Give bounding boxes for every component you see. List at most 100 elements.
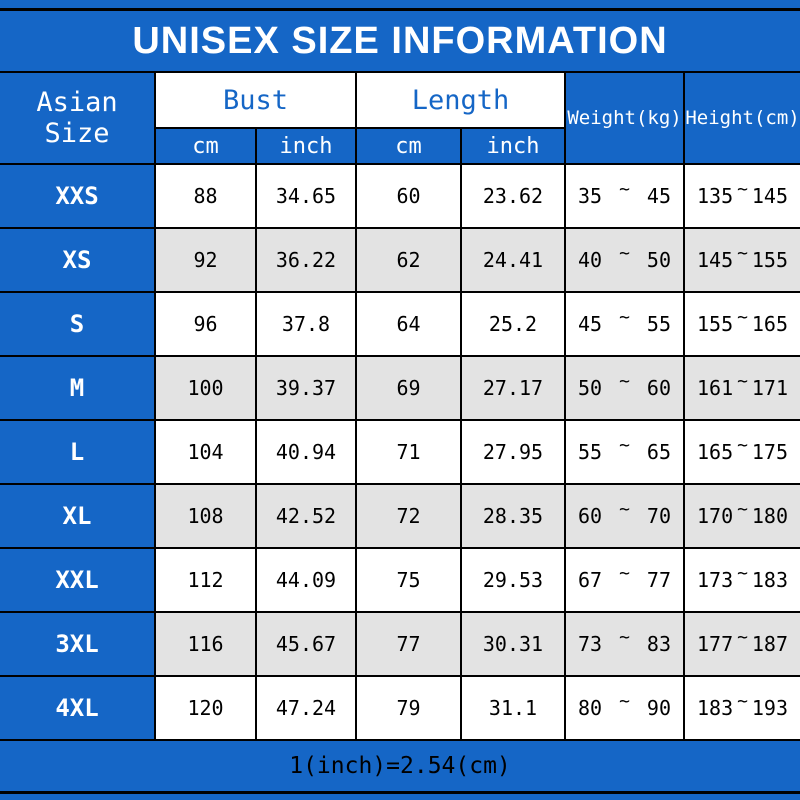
height-range: 161 ~ 171 [686, 371, 800, 401]
size-label-cell: M [0, 355, 156, 421]
length-cm-cell: 77 [355, 611, 462, 677]
weight-range-cell: 60 ~ 70 [564, 483, 686, 549]
height-low: 161 [697, 376, 734, 400]
bottom-divider [0, 791, 800, 794]
size-table-body: XXS 88 34.65 60 23.62 35 ~ 45 135 ~ 145 … [0, 163, 800, 741]
tilde-symbol: ~ [619, 242, 630, 264]
weight-high: 77 [646, 568, 672, 592]
height-range-cell: 183 ~ 193 [683, 675, 800, 741]
height-range-cell: 135 ~ 145 [683, 163, 800, 229]
table-row: L 104 40.94 71 27.95 55 ~ 65 165 ~ 175 [0, 419, 800, 485]
tilde-symbol: ~ [737, 626, 748, 648]
weight-range: 60 ~ 70 [567, 499, 682, 529]
weight-high: 45 [646, 184, 672, 208]
table-row: XXS 88 34.65 60 23.62 35 ~ 45 135 ~ 145 [0, 163, 800, 229]
bust-cm-cell: 92 [154, 227, 257, 293]
table-row: S 96 37.8 64 25.2 45 ~ 55 155 ~ 165 [0, 291, 800, 357]
weight-range-cell: 40 ~ 50 [564, 227, 686, 293]
table-row: XL 108 42.52 72 28.35 60 ~ 70 170 ~ 180 [0, 483, 800, 549]
weight-range: 35 ~ 45 [567, 179, 682, 209]
bust-cm-cell: 108 [154, 483, 257, 549]
table-row: M 100 39.37 69 27.17 50 ~ 60 161 ~ 171 [0, 355, 800, 421]
tilde-symbol: ~ [737, 242, 748, 264]
weight-low: 40 [578, 248, 603, 272]
weight-range: 50 ~ 60 [567, 371, 682, 401]
bust-cm-cell: 104 [154, 419, 257, 485]
header-asian-size: Asian Size [0, 71, 156, 165]
length-cm-cell: 72 [355, 483, 462, 549]
footer-band: 1(inch)=2.54(cm) [0, 741, 800, 791]
bust-cm-cell: 112 [154, 547, 257, 613]
weight-range: 40 ~ 50 [567, 243, 682, 273]
bust-inch-cell: 45.67 [255, 611, 357, 677]
height-range-cell: 165 ~ 175 [683, 419, 800, 485]
length-inch-cell: 28.35 [459, 483, 567, 549]
weight-low: 55 [578, 440, 603, 464]
weight-low: 73 [578, 632, 603, 656]
page-title: UNISEX SIZE INFORMATION [132, 19, 668, 62]
bust-inch-cell: 42.52 [255, 483, 357, 549]
tilde-symbol: ~ [737, 562, 748, 584]
height-low: 145 [697, 248, 734, 272]
weight-range-cell: 45 ~ 55 [564, 291, 686, 357]
header-length-inch: inch [459, 127, 566, 165]
size-table: Asian Size Bust Length Weight(kg) Height… [0, 71, 800, 741]
bust-cm-cell: 116 [154, 611, 257, 677]
length-cm-cell: 64 [355, 291, 462, 357]
bust-cm-cell: 96 [154, 291, 257, 357]
weight-range: 80 ~ 90 [567, 691, 682, 721]
size-label-cell: XS [0, 227, 156, 293]
height-range-cell: 155 ~ 165 [683, 291, 800, 357]
tilde-symbol: ~ [619, 370, 630, 392]
weight-range: 73 ~ 83 [567, 627, 682, 657]
weight-low: 50 [578, 376, 603, 400]
bust-cm-cell: 120 [154, 675, 257, 741]
bust-cm-cell: 100 [154, 355, 257, 421]
length-cm-cell: 62 [355, 227, 462, 293]
length-inch-cell: 31.1 [459, 675, 567, 741]
table-row: 3XL 116 45.67 77 30.31 73 ~ 83 177 ~ 187 [0, 611, 800, 677]
height-low: 155 [697, 312, 734, 336]
tilde-symbol: ~ [737, 498, 748, 520]
tilde-symbol: ~ [619, 178, 630, 200]
height-range: 145 ~ 155 [686, 243, 800, 273]
weight-high: 60 [646, 376, 672, 400]
weight-range-cell: 80 ~ 90 [564, 675, 686, 741]
height-high: 175 [751, 440, 789, 464]
height-high: 183 [751, 568, 789, 592]
size-label-cell: XXL [0, 547, 156, 613]
bust-inch-cell: 44.09 [255, 547, 357, 613]
weight-range: 67 ~ 77 [567, 563, 682, 593]
length-cm-cell: 69 [355, 355, 462, 421]
header-weight: Weight(kg) [564, 71, 686, 165]
length-inch-cell: 25.2 [459, 291, 567, 357]
tilde-symbol: ~ [737, 178, 748, 200]
weight-range: 55 ~ 65 [567, 435, 682, 465]
table-row: XS 92 36.22 62 24.41 40 ~ 50 145 ~ 155 [0, 227, 800, 293]
header-bust: Bust [154, 71, 357, 129]
length-inch-cell: 23.62 [459, 163, 567, 229]
weight-high: 65 [646, 440, 672, 464]
length-cm-cell: 79 [355, 675, 462, 741]
tilde-symbol: ~ [737, 370, 748, 392]
header-bust-cm: cm [155, 127, 257, 165]
tilde-symbol: ~ [737, 690, 748, 712]
size-label-cell: 4XL [0, 675, 156, 741]
tilde-symbol: ~ [737, 434, 748, 456]
weight-high: 50 [646, 248, 672, 272]
weight-low: 60 [578, 504, 603, 528]
tilde-symbol: ~ [619, 626, 630, 648]
header-bust-inch: inch [255, 127, 357, 165]
height-low: 183 [697, 696, 734, 720]
height-range: 177 ~ 187 [686, 627, 800, 657]
height-low: 170 [697, 504, 734, 528]
bust-inch-cell: 37.8 [255, 291, 357, 357]
size-label-cell: L [0, 419, 156, 485]
tilde-symbol: ~ [619, 306, 630, 328]
bust-cm-cell: 88 [154, 163, 257, 229]
height-high: 165 [751, 312, 789, 336]
size-label-cell: XXS [0, 163, 156, 229]
size-table-header: Asian Size Bust Length Weight(kg) Height… [0, 71, 800, 165]
length-cm-cell: 75 [355, 547, 462, 613]
weight-high: 83 [646, 632, 672, 656]
